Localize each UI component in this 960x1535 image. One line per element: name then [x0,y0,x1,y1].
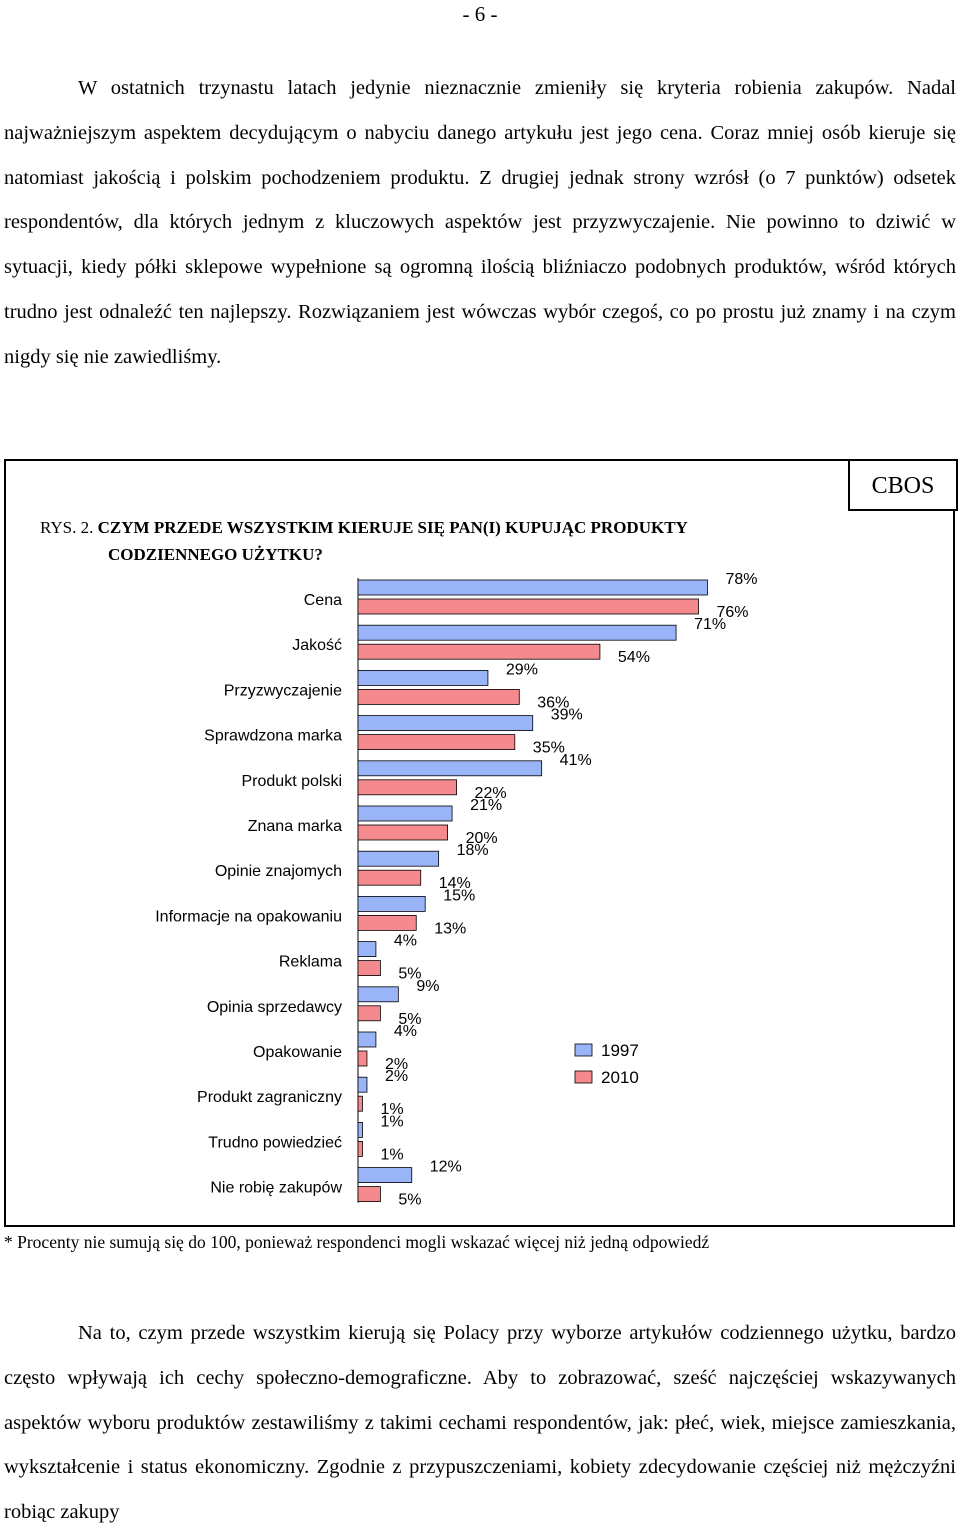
data-label-2010: 13% [434,920,466,937]
data-label-1997: 21% [470,797,502,814]
category-label: Przyzwyczajenie [224,682,342,699]
bar-2010 [357,598,699,615]
data-label-1997: 41% [560,752,592,769]
data-label-2010: 36% [537,694,569,711]
data-label-1997: 29% [506,661,538,678]
page-number: - 6 - [462,2,498,26]
bar-2010 [357,960,381,976]
figure-frame [4,459,955,1227]
category-label: Opinia sprzedawcy [207,999,342,1016]
paragraph-followup: Na to, czym przede wszystkim kierują się… [4,1311,956,1535]
data-label-2010: 35% [533,740,565,757]
data-label-2010: 76% [716,604,748,621]
category-label: Cena [304,592,342,609]
category-label: Jakość [292,637,342,654]
category-label: Opinie znajomych [215,863,342,880]
bar-1997 [357,715,534,731]
figure-question-line1: CZYM PRZEDE WSZYSTKIM KIERUJE SIĘ PAN(I)… [97,518,688,537]
bar-1997 [357,1167,413,1183]
bar-1997 [357,670,489,686]
paragraph-intro-text: W ostatnich trzynastu latach jedynie nie… [4,77,956,368]
bar-1997 [357,850,440,867]
data-label-1997: 1% [380,1113,403,1130]
bar-2010 [357,1186,381,1202]
category-label: Produkt polski [242,773,343,790]
legend-swatch-1997 [574,1043,593,1057]
data-label-2010: 22% [475,785,507,802]
category-label: Trudno powiedzieć [208,1134,342,1151]
figure-label: RYS. 2. [40,518,94,537]
bar-1997 [357,579,708,596]
category-label: Znana marka [248,818,342,835]
figure-title: RYS. 2. CZYM PRZEDE WSZYSTKIM KIERUJE SI… [40,514,800,568]
data-label-1997: 9% [416,978,439,995]
data-label-2010: 5% [398,1192,421,1209]
data-label-1997: 39% [551,707,583,724]
legend-label-1997: 1997 [601,1041,639,1060]
category-label: Reklama [279,954,342,971]
category-label: Produkt zagraniczny [197,1089,342,1106]
source-badge: CBOS [848,459,958,511]
bar-1997 [357,1122,363,1138]
category-label: Sprawdzona marka [204,728,342,745]
category-label: Informacje na opakowaniu [155,908,342,925]
data-label-2010: 54% [618,649,650,666]
data-label-2010: 20% [466,830,498,847]
bar-2010 [357,1050,368,1067]
bar-1997 [357,896,426,912]
bar-2010 [357,779,457,796]
bar-2010 [357,1095,363,1112]
data-label-2010: 1% [380,1101,403,1118]
category-label: Nie robię zakupów [210,1180,342,1197]
paragraph-followup-text: Na to, czym przede wszystkim kierują się… [4,1322,956,1524]
data-label-1997: 4% [394,933,417,950]
bar-2010 [357,915,417,931]
bar-2010 [357,643,601,660]
legend-swatch-2010 [574,1070,593,1084]
data-label-1997: 2% [385,1068,408,1085]
bar-2010 [357,1005,381,1022]
figure-question-line2: CODZIENNEGO UŻYTKU? [108,545,323,564]
bar-2010 [357,734,516,750]
data-label-1997: 15% [443,887,475,904]
bar-2010 [357,689,520,705]
bar-1997 [357,1031,377,1048]
data-label-1997: 4% [394,1023,417,1040]
data-label-1997: 18% [457,842,489,859]
data-label-1997: 12% [430,1159,462,1176]
data-label-2010: 14% [439,875,471,892]
data-label-1997: 78% [725,571,757,588]
bar-1997 [357,986,399,1003]
bar-2010 [357,1141,363,1157]
bar-2010 [357,869,422,886]
bar-1997 [357,941,377,957]
legend-label-2010: 2010 [601,1068,639,1087]
bar-1997 [357,760,543,777]
data-label-2010: 2% [385,1056,408,1073]
bar-2010 [357,824,448,841]
bar-1997 [357,805,453,822]
bar-1997 [357,1076,368,1093]
bar-1997 [357,624,677,641]
data-label-2010: 1% [380,1146,403,1163]
footnote: * Procenty nie sumują się do 100, poniew… [4,1232,710,1252]
data-label-2010: 5% [398,1011,421,1028]
paragraph-intro: W ostatnich trzynastu latach jedynie nie… [4,66,956,380]
category-label: Opakowanie [253,1044,342,1061]
data-label-1997: 71% [694,616,726,633]
data-label-2010: 5% [398,966,421,983]
